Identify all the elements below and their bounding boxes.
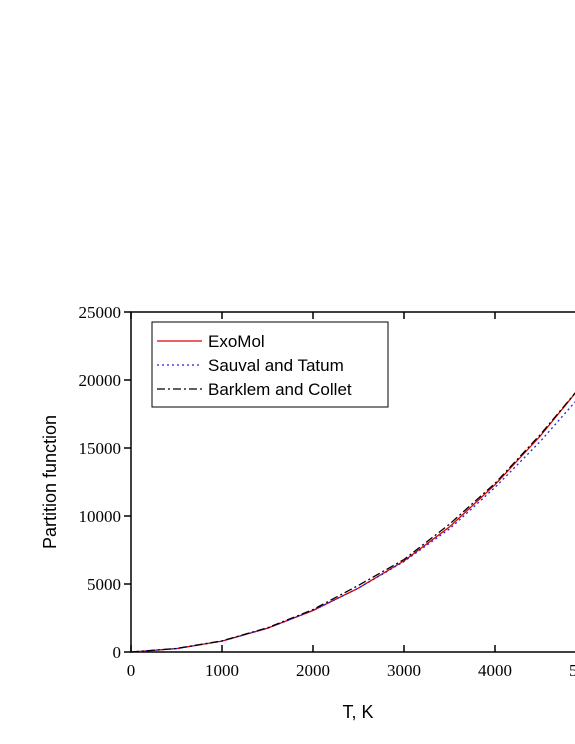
y-tick-label: 15000 (79, 439, 122, 458)
legend-label: Barklem and Collet (208, 380, 352, 399)
y-tick-label: 25000 (79, 303, 122, 322)
x-tick-label: 3000 (387, 661, 421, 680)
x-tick-label: 1000 (205, 661, 239, 680)
legend-box (151, 321, 389, 408)
legend-label: Sauval and Tatum (208, 356, 344, 375)
plot-frame (130, 311, 575, 653)
series-line (130, 401, 575, 653)
x-axis-label: T, K (342, 702, 373, 722)
x-tick-label: 2000 (296, 661, 330, 680)
series-line (130, 392, 575, 653)
y-tick-label: 5000 (87, 575, 121, 594)
x-tick-label: 0 (127, 661, 136, 680)
x-tick-label: 5000 (569, 661, 575, 680)
series-line (130, 392, 575, 653)
x-tick-label: 4000 (478, 661, 512, 680)
legend-label: ExoMol (208, 332, 265, 351)
y-axis-label: Partition function (40, 415, 60, 549)
y-tick-label: 20000 (79, 371, 122, 390)
y-tick-label: 0 (113, 643, 122, 662)
y-tick-label: 10000 (79, 507, 122, 526)
